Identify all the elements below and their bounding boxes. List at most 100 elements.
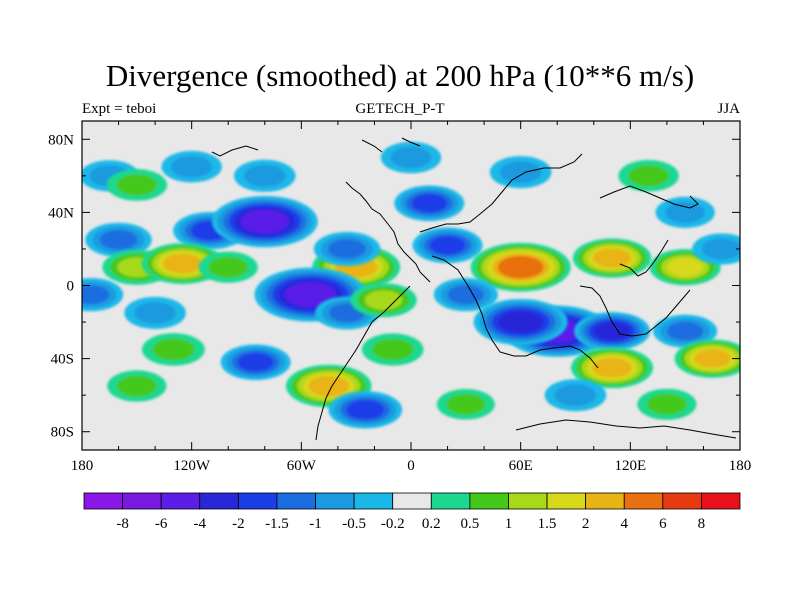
colorbar-label: -0.2 [381,516,405,532]
field-blob [106,169,168,201]
contour-band [346,400,385,420]
colorbar-label: 1 [505,516,513,532]
field-blob [161,150,222,183]
field-blob [436,389,495,420]
colorbar-box [122,492,162,510]
coast-south-america [315,285,411,441]
contour-band [665,201,706,223]
colorbar-box [585,492,625,510]
experiment-label: Expt = teboi [82,101,157,117]
contour-band [411,194,448,213]
coast-japan [599,185,699,209]
colorbar-box [469,492,509,510]
colorbar-label: -4 [194,516,207,532]
field-blob [82,278,124,312]
model-label: GETECH_P-T [355,101,445,117]
contour-band [446,394,486,415]
coast-north-america [345,181,431,283]
field-blob [653,314,718,348]
contour-band [162,253,203,274]
colorbar-label: -1.5 [265,516,289,532]
colorbar-box [237,492,278,510]
field-blob [489,156,552,189]
contour-band [593,321,631,341]
contour-band [364,290,403,310]
coast-africa [431,255,599,369]
y-tick-label: 0 [67,279,75,295]
chart-title: Divergence (smoothed) at 200 hPa (10**6 … [105,58,695,93]
colorbar: -8 -6 -4 -2 -1.5 -1 -0.5 -0.2 0.2 0.5 1 1.5 2 4 6 8 [83,492,741,532]
x-tick-label: 60W [287,458,317,474]
field-blob [313,231,381,267]
colorbar-box [315,492,355,510]
y-tick-label: 80S [51,425,74,441]
field-blob [618,160,679,192]
axes: 180 120W 60W 0 60E 120E 180 80N 40N 0 40S 80S [48,121,751,474]
field-blob [211,195,318,248]
colorbar-label: 6 [659,516,667,532]
x-tick-label: 180 [71,458,94,474]
y-tick-label: 80N [48,132,74,148]
colorbar-box [662,492,702,510]
contour-band [628,165,670,187]
field-blob [412,227,483,264]
contour-band [390,146,432,169]
colorbar-label: -2 [232,516,245,532]
contour-band [171,155,213,178]
colorbar-box [430,492,471,510]
coast-islands-north [211,137,421,157]
field-blob [85,222,152,257]
contour-band [240,209,290,234]
field-blob [473,298,568,346]
field-blob [198,251,258,283]
field-blob [350,283,417,318]
coast-australia [619,239,669,277]
colorbar-label: 0.5 [461,516,480,532]
field-blob [107,370,167,402]
field-blob [394,185,465,222]
contour-band [447,285,484,305]
colorbar-box [83,492,123,510]
contour-band [237,353,274,372]
colorbar-label: -6 [155,516,168,532]
contour-band [666,257,704,277]
colorbar-box [353,492,394,510]
contour-band [328,239,366,259]
field-blob [124,296,186,330]
colorbar-box [199,492,239,510]
field-blob [470,242,571,292]
contour-band [371,338,414,361]
y-tick-label: 40S [51,352,74,368]
contour-band [498,310,544,334]
x-tick-label: 0 [407,458,415,474]
x-tick-label: 120E [614,458,646,474]
colorbar-label: -8 [116,516,129,532]
contour-band [554,384,597,407]
contour-band [284,282,337,308]
season-label: JJA [717,101,740,117]
field-blob [574,311,651,351]
contour-band [592,357,632,378]
field-blob [649,249,721,286]
colorbar-box [546,492,587,510]
x-tick-label: 60E [509,458,533,474]
contour-band [694,349,731,368]
colorbar-box [160,492,201,510]
contour-band [308,375,350,397]
colorbar-box [392,492,432,510]
field-blob [674,339,740,378]
coast-europe [419,153,583,233]
contour-band [134,302,176,324]
contour-band [243,164,286,187]
field-blob [380,141,442,174]
contour-band [99,230,138,250]
field-blob [544,379,607,412]
field-blob [692,233,740,265]
field-blob [233,159,296,192]
contour-band [593,248,631,268]
colorbar-label: -0.5 [342,516,366,532]
x-tick-label: 120W [173,458,211,474]
field-blob [328,391,403,429]
contour-band [701,238,740,260]
contour-band [208,256,249,278]
